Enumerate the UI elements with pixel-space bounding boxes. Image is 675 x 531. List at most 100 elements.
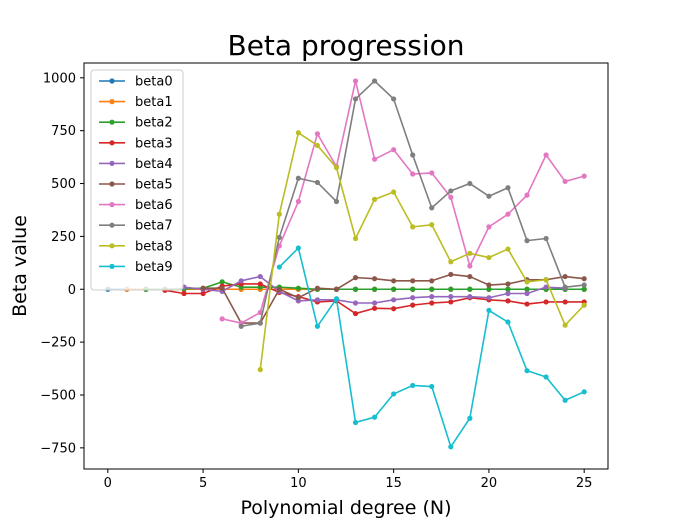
data-point-beta4 (391, 297, 397, 303)
data-point-beta2 (448, 286, 454, 292)
data-point-beta4 (257, 273, 263, 280)
data-point-beta5 (448, 271, 454, 278)
data-point-beta9 (352, 419, 359, 426)
data-point-beta2 (410, 286, 416, 292)
data-point-beta6 (581, 173, 587, 179)
data-point-beta5 (333, 286, 340, 292)
data-point-beta4 (505, 290, 511, 297)
legend-swatch-marker (109, 140, 115, 146)
legend-item-beta9: beta9 (99, 260, 173, 275)
data-point-beta6 (314, 131, 321, 137)
legend-item-beta2: beta2 (99, 116, 173, 131)
series-line-beta8 (259, 131, 585, 370)
chart-title: Beta progression (227, 29, 464, 62)
data-point-beta3 (543, 299, 549, 305)
data-point-beta2 (391, 286, 397, 292)
legend-swatch-marker (109, 181, 115, 187)
data-point-beta3 (429, 300, 435, 306)
legend-item-beta0: beta0 (99, 75, 173, 90)
data-point-beta4 (352, 300, 359, 306)
legend-label: beta0 (135, 75, 173, 90)
legend-label: beta8 (135, 239, 173, 254)
data-point-beta8 (505, 246, 511, 252)
data-point-beta7 (410, 152, 416, 158)
legend-label: beta5 (135, 178, 173, 193)
data-point-beta4 (448, 294, 454, 300)
data-point-beta8 (410, 224, 416, 230)
y-tick-label: 1000 (43, 71, 76, 86)
legend-item-beta1: beta1 (99, 95, 173, 110)
legend-label: beta9 (135, 260, 173, 275)
data-point-beta7 (352, 96, 359, 102)
data-point-beta2 (295, 285, 301, 291)
legend-box (90, 69, 184, 291)
data-point-beta8 (352, 235, 359, 242)
data-point-beta8 (448, 259, 454, 265)
data-point-beta2 (371, 286, 378, 292)
data-point-beta9 (429, 383, 435, 390)
legend-item-beta4: beta4 (99, 157, 173, 172)
data-point-beta7 (448, 188, 454, 194)
data-point-beta3 (562, 299, 568, 305)
data-point-beta6 (371, 156, 378, 162)
data-point-beta9 (524, 368, 530, 374)
data-point-beta7 (257, 320, 263, 326)
legend-label: beta2 (135, 116, 173, 131)
data-point-beta4 (410, 295, 416, 301)
data-point-beta3 (181, 290, 187, 297)
data-point-beta3 (524, 301, 530, 307)
data-point-beta5 (486, 282, 492, 288)
data-point-beta9 (486, 307, 492, 314)
data-point-beta8 (276, 211, 282, 217)
legend-swatch-marker (109, 243, 115, 249)
data-point-beta8 (391, 189, 397, 195)
data-point-beta6 (505, 211, 511, 217)
data-point-beta6 (429, 170, 435, 176)
data-point-beta7 (238, 323, 244, 329)
data-point-beta8 (333, 165, 340, 171)
data-point-beta3 (410, 302, 416, 308)
data-point-beta2 (219, 279, 225, 285)
x-tick-label: 25 (576, 476, 593, 491)
data-point-beta4 (238, 278, 244, 284)
legend-swatch-marker (109, 160, 115, 166)
data-point-beta3 (257, 281, 263, 287)
data-point-beta5 (276, 286, 282, 292)
legend-swatch-marker (109, 99, 115, 105)
data-point-beta5 (429, 278, 435, 284)
data-point-beta8 (581, 302, 587, 308)
data-point-beta6 (295, 198, 301, 205)
y-tick-label: 500 (51, 177, 76, 192)
legend-label: beta7 (135, 219, 173, 234)
data-point-beta6 (562, 178, 568, 185)
data-point-beta4 (429, 294, 435, 300)
legend-swatch-marker (109, 263, 115, 269)
data-point-beta6 (524, 192, 530, 198)
series-beta9 (276, 245, 587, 450)
series-line-beta2 (145, 281, 585, 291)
x-tick-label: 0 (104, 476, 112, 491)
data-point-beta3 (505, 298, 511, 304)
legend-swatch-marker (109, 222, 115, 228)
legend-label: beta1 (135, 95, 173, 110)
data-point-beta8 (467, 250, 473, 256)
data-point-beta4 (371, 300, 378, 306)
data-point-beta4 (314, 297, 321, 303)
x-tick-label: 5 (199, 476, 207, 491)
data-point-beta7 (391, 96, 397, 102)
data-point-beta5 (410, 278, 416, 284)
legend: beta0 beta1 beta2 beta3 beta4 beta5 beta6 beta7… (90, 69, 184, 291)
data-point-beta7 (562, 284, 568, 290)
plot-marks (105, 78, 587, 450)
data-point-beta6 (543, 152, 549, 158)
data-point-beta2 (524, 286, 530, 292)
data-point-beta7 (581, 282, 587, 288)
legend-swatch-marker (109, 78, 115, 84)
data-point-beta5 (391, 278, 397, 284)
data-point-beta5 (467, 273, 473, 280)
data-point-beta7 (276, 234, 282, 241)
data-point-beta7 (295, 175, 301, 181)
data-point-beta8 (314, 142, 321, 149)
data-point-beta9 (371, 414, 378, 420)
